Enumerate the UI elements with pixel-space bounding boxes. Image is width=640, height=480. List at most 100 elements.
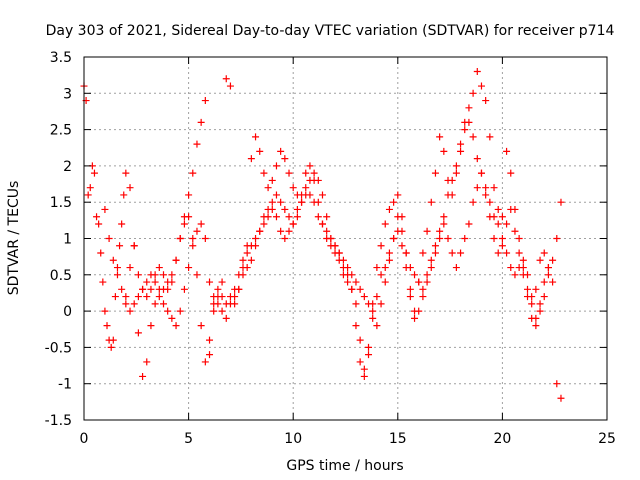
data-point <box>394 227 402 235</box>
data-point <box>151 278 159 286</box>
data-point <box>331 249 339 257</box>
data-point <box>103 322 111 330</box>
data-point <box>536 307 544 315</box>
data-point <box>385 249 393 257</box>
data-point <box>477 82 485 90</box>
data-point <box>323 235 331 242</box>
data-point <box>402 264 410 272</box>
data-point <box>84 191 92 199</box>
data-point <box>306 162 314 170</box>
data-point <box>423 271 431 279</box>
data-point <box>214 285 222 293</box>
data-point <box>159 300 167 308</box>
data-point <box>272 162 280 170</box>
data-point <box>197 322 205 330</box>
data-point <box>206 278 214 286</box>
data-point <box>482 97 490 105</box>
data-point <box>377 242 385 250</box>
data-point <box>356 336 364 344</box>
data-point <box>557 198 565 206</box>
data-point <box>352 300 360 308</box>
x-tick-label: 25 <box>598 431 616 447</box>
y-axis-label: SDTVAR / TECUs <box>6 181 22 296</box>
data-point <box>189 242 197 250</box>
data-point <box>206 351 214 359</box>
data-point <box>95 220 103 228</box>
data-point <box>218 278 226 286</box>
data-point <box>427 198 435 206</box>
data-point <box>222 300 230 308</box>
data-point <box>116 242 124 250</box>
data-point <box>373 322 381 330</box>
data-point <box>360 365 368 373</box>
data-point <box>281 235 289 242</box>
data-point <box>122 169 130 177</box>
data-point <box>532 285 540 293</box>
data-point <box>377 300 385 308</box>
data-point <box>381 220 389 228</box>
data-point <box>344 264 352 272</box>
chart-title: Day 303 of 2021, Sidereal Day-to-day VTE… <box>46 23 615 39</box>
data-point <box>469 198 477 206</box>
data-point <box>168 278 176 286</box>
data-point <box>352 322 360 330</box>
data-point <box>352 278 360 286</box>
data-point <box>185 191 193 199</box>
y-tick-labels: -1.5 -1 -0.5 0 0.5 1 1.5 2 2.5 3 3.5 <box>45 50 72 429</box>
data-point <box>540 278 548 286</box>
data-point <box>473 68 481 76</box>
data-point <box>111 293 119 301</box>
data-point <box>498 235 506 242</box>
data-point <box>277 147 285 155</box>
data-point <box>151 300 159 308</box>
data-point <box>360 293 368 301</box>
data-point <box>176 235 184 242</box>
data-point <box>247 155 255 163</box>
data-point <box>201 235 209 242</box>
data-point <box>448 176 456 184</box>
data-point <box>528 293 536 301</box>
data-point <box>168 314 176 322</box>
data-point <box>302 184 310 192</box>
data-point <box>293 213 301 221</box>
data-point <box>335 256 343 264</box>
data-point <box>185 264 193 272</box>
data-point <box>99 278 107 286</box>
data-point <box>134 293 142 301</box>
data-point <box>302 169 310 177</box>
data-point <box>339 271 347 279</box>
data-point <box>356 285 364 293</box>
data-point <box>185 213 193 221</box>
data-point <box>180 220 188 228</box>
data-point <box>381 264 389 272</box>
data-point <box>440 213 448 221</box>
data-point <box>264 184 272 192</box>
data-point <box>164 285 172 293</box>
data-point <box>415 278 423 286</box>
data-point <box>540 249 548 257</box>
data-point <box>130 242 138 250</box>
data-point <box>377 271 385 279</box>
y-tick-label: 1 <box>63 232 72 248</box>
data-point <box>461 126 469 134</box>
data-point <box>344 278 352 286</box>
data-point <box>323 227 331 235</box>
data-point <box>494 249 502 257</box>
data-point <box>528 300 536 308</box>
data-point <box>268 176 276 184</box>
data-point <box>503 249 511 257</box>
data-point <box>118 220 126 228</box>
data-point <box>511 271 519 279</box>
data-point <box>469 133 477 141</box>
data-point <box>285 213 293 221</box>
data-point <box>86 184 94 192</box>
data-point <box>494 205 502 213</box>
data-point <box>314 213 322 221</box>
data-point <box>365 300 373 308</box>
data-point <box>498 242 506 250</box>
data-point <box>465 104 473 112</box>
data-point <box>231 300 239 308</box>
data-point <box>557 394 565 402</box>
data-point <box>201 358 209 366</box>
data-point <box>226 82 234 90</box>
